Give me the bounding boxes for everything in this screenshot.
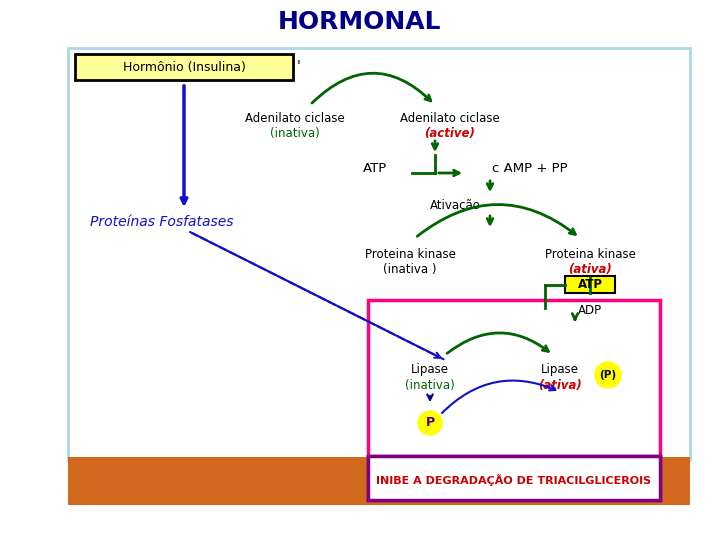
Text: Lipase: Lipase bbox=[541, 363, 579, 376]
Bar bbox=[368, 456, 660, 500]
Bar bbox=[68, 457, 690, 505]
Text: ATP: ATP bbox=[363, 161, 387, 174]
Text: Proteina kinase: Proteina kinase bbox=[544, 248, 636, 261]
Circle shape bbox=[418, 411, 442, 435]
Text: (ativa): (ativa) bbox=[538, 379, 582, 392]
Text: P: P bbox=[426, 416, 435, 429]
Text: INIBE A DEGRADAÇÃO DE TRIACILGLICEROIS: INIBE A DEGRADAÇÃO DE TRIACILGLICEROIS bbox=[377, 474, 652, 486]
Text: (inativa): (inativa) bbox=[405, 379, 455, 392]
Text: Lipase: Lipase bbox=[411, 363, 449, 376]
Text: Proteina kinase: Proteina kinase bbox=[364, 248, 456, 261]
Text: HORMONAL: HORMONAL bbox=[278, 10, 442, 34]
Text: (inativa): (inativa) bbox=[270, 126, 320, 139]
Text: ': ' bbox=[297, 59, 301, 73]
Bar bbox=[68, 48, 690, 460]
Text: Hormônio (Insulina): Hormônio (Insulina) bbox=[122, 60, 246, 73]
Circle shape bbox=[595, 362, 621, 388]
Text: ATP: ATP bbox=[577, 278, 603, 291]
Bar bbox=[565, 276, 615, 293]
Bar bbox=[368, 300, 660, 458]
Text: Ativação: Ativação bbox=[430, 199, 480, 212]
Text: (ativa): (ativa) bbox=[568, 264, 612, 276]
Bar bbox=[368, 456, 660, 500]
Text: ADP: ADP bbox=[578, 303, 602, 316]
Text: (P): (P) bbox=[600, 370, 616, 380]
Text: (inativa ): (inativa ) bbox=[383, 264, 437, 276]
Text: Adenilato ciclase: Adenilato ciclase bbox=[400, 111, 500, 125]
Text: c AMP + PP: c AMP + PP bbox=[492, 161, 568, 174]
Text: (active): (active) bbox=[425, 126, 475, 139]
Bar bbox=[75, 54, 293, 80]
Text: Adenilato ciclase: Adenilato ciclase bbox=[245, 111, 345, 125]
Text: Proteínas Fosfatases: Proteínas Fosfatases bbox=[90, 215, 233, 229]
